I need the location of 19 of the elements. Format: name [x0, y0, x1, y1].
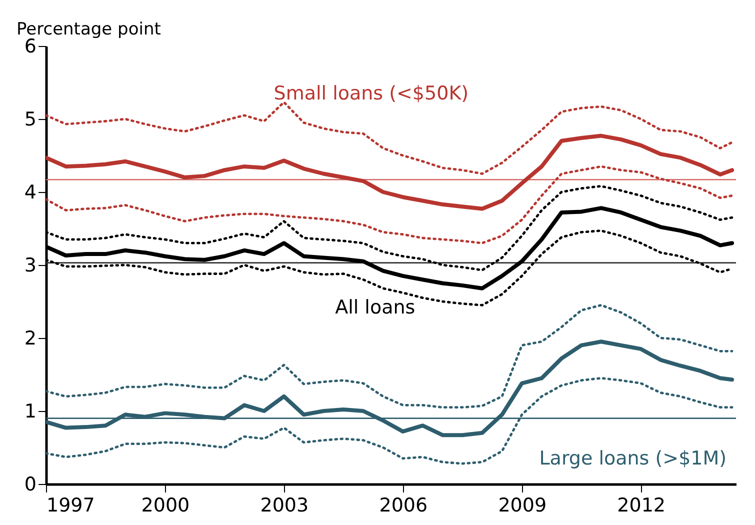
- x-tick-label: 2012: [617, 494, 666, 516]
- text: Small loans (<$50K): [274, 82, 469, 104]
- x-tick-label: 2006: [379, 494, 428, 516]
- y-tick-label: 4: [24, 182, 36, 204]
- x-tick-label: 2000: [141, 494, 190, 516]
- y-tick-label: 2: [24, 328, 36, 350]
- x-tick-label: 1997: [46, 494, 95, 516]
- line-series: [46, 134, 734, 211]
- x-tick-label: 2009: [498, 494, 547, 516]
- text: Large loans (>$1M): [539, 447, 727, 470]
- y-tick-label: 0: [24, 474, 36, 496]
- series-label: All loans: [335, 296, 416, 318]
- y-tick-label: 5: [24, 108, 36, 130]
- y-tick-label: 3: [24, 254, 36, 276]
- y-tick-label: 1: [24, 400, 36, 422]
- line-series: [46, 340, 734, 438]
- line-series: [46, 101, 734, 175]
- line-series: [46, 165, 734, 244]
- x-tick-label: 2003: [260, 494, 309, 516]
